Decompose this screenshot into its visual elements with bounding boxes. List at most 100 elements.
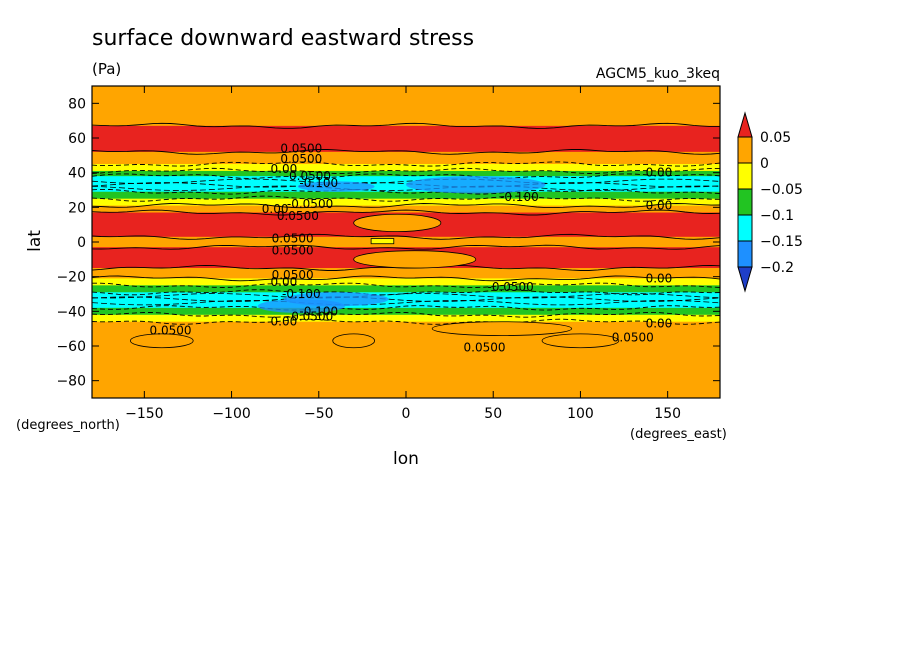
band-gap: [541, 333, 620, 349]
contour-label: -0.100: [299, 176, 338, 190]
colorbar-segment: [737, 188, 753, 216]
colorbar-label: 0: [760, 156, 769, 172]
contour-label: 0.0500: [150, 323, 192, 337]
contour-line-6: [92, 188, 720, 195]
contour-line-14: [92, 282, 720, 288]
contour-label: 0.0500: [464, 341, 506, 355]
colorbar-label: −0.05: [760, 182, 803, 198]
colorbar-label: −0.2: [760, 260, 794, 276]
dashed-contour: [92, 185, 720, 191]
strong-negative-patch: [297, 181, 375, 192]
equatorial-patch: [353, 213, 442, 232]
x-tick-label: 0: [402, 406, 411, 422]
contour-label: 0.0500: [612, 330, 654, 344]
colorbar-segment: [737, 162, 753, 190]
contour-label: -0.100: [282, 287, 321, 301]
contour-line-18: [92, 318, 720, 325]
contour-label: 0.00: [271, 315, 298, 329]
x-axis-label: lon: [393, 449, 419, 469]
contour-label: 0.0500: [289, 169, 331, 183]
contour-line-16: [92, 305, 720, 311]
band-gap: [431, 321, 573, 337]
band-17: [92, 314, 720, 323]
strong-negative-patch: [257, 299, 345, 314]
contour-line-2: [92, 149, 720, 155]
contour-label: 0.0500: [280, 141, 322, 155]
y-tick-label: 0: [77, 235, 86, 251]
band-16: [92, 307, 720, 316]
band-13: [92, 278, 720, 286]
contour-label: 0.00: [646, 199, 673, 213]
contour-line-1: [92, 122, 720, 129]
contour-line-11: [92, 244, 720, 250]
contour-label: 0.00: [646, 316, 673, 330]
band-14: [92, 285, 720, 293]
y-tick-label: −80: [56, 374, 86, 390]
contour-line-9: [92, 209, 720, 216]
contour-line-13: [92, 275, 720, 282]
band-18: [92, 321, 720, 398]
contour-label: 0.0500: [277, 209, 319, 223]
y-tick-label: 40: [68, 166, 86, 182]
zonal-bands: [92, 86, 720, 398]
contour-label: 0.00: [271, 275, 298, 289]
contour-label: 0.0500: [272, 268, 314, 282]
band-10: [92, 236, 720, 248]
contour-features: [92, 122, 720, 349]
band-8: [92, 205, 720, 214]
dashed-contour: [92, 293, 720, 299]
contour-label: -0.0500: [488, 280, 534, 294]
colorbar-label: −0.1: [760, 208, 794, 224]
contour-line-17: [92, 311, 720, 318]
band-gap: [129, 333, 194, 349]
contour-label: 0.0500: [272, 232, 314, 246]
y-units-label: (degrees_north): [16, 418, 120, 433]
plot-area: 0.05000.05000.000.0500-0.100-0.05000.000…: [92, 86, 720, 398]
y-tick-label: −60: [56, 339, 86, 355]
contour-label: 0.00: [271, 162, 298, 176]
colorbar-bottom-triangle: [737, 266, 753, 293]
y-axis: −80 −60 −40 −20 0 20 40 60 80: [56, 96, 720, 390]
y-tick-label: −40: [56, 304, 86, 320]
dashed-contour: [92, 182, 720, 188]
x-units-label: (degrees_east): [630, 427, 727, 442]
y-tick-label: −20: [56, 270, 86, 286]
contour-label: -0.100: [299, 304, 338, 318]
x-tick-label: −100: [212, 406, 250, 422]
colorbar-segment: [737, 214, 753, 242]
colorbar-top-triangle: [737, 111, 753, 138]
colorbar-segment: [737, 136, 753, 164]
contour-label: -0.100: [500, 190, 539, 204]
band-3: [92, 164, 720, 172]
contour-line-10: [92, 233, 720, 240]
band-15: [92, 292, 720, 309]
y-tick-label: 20: [68, 200, 86, 216]
dashed-contour: [92, 296, 720, 302]
contour-label: -0.0500: [287, 310, 333, 324]
band-5: [92, 176, 720, 193]
x-tick-label: 150: [654, 406, 681, 422]
x-tick-label: −150: [125, 406, 163, 422]
contour-line-5: [92, 173, 720, 179]
band-4: [92, 170, 720, 177]
band-7: [92, 198, 720, 207]
y-tick-label: 60: [68, 131, 86, 147]
strong-negative-patch: [406, 176, 546, 194]
dashed-contour: [92, 299, 720, 306]
contour-label: 0.00: [262, 202, 289, 216]
yellow-spot: [370, 238, 395, 245]
contour-label: 0.0500: [280, 152, 322, 166]
band-6: [92, 191, 720, 200]
contour-label: 0.0500: [272, 244, 314, 258]
x-tick-label: 100: [567, 406, 594, 422]
contour-line-4: [92, 167, 720, 174]
dashed-contour: [92, 178, 720, 185]
band-12: [92, 268, 720, 279]
contour-line-8: [92, 203, 720, 209]
contour-labels: 0.05000.05000.000.0500-0.100-0.05000.000…: [150, 141, 673, 354]
band-1: [92, 125, 720, 153]
units-label: (Pa): [92, 60, 121, 78]
y-tick-label: 80: [68, 96, 86, 112]
contour-label: -0.0500: [287, 197, 333, 211]
